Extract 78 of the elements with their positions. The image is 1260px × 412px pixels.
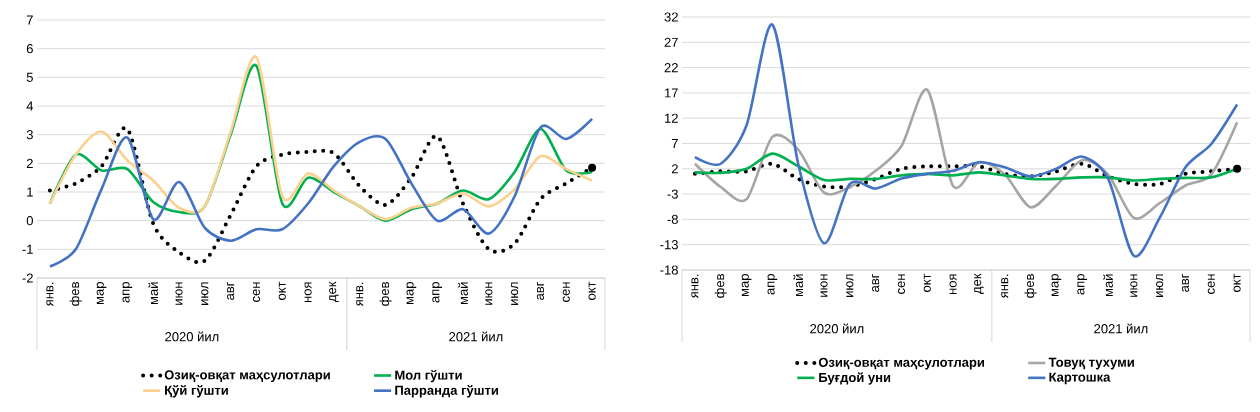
legend-label: Парранда гўшти — [395, 385, 498, 398]
legend-label: Мол гўшти — [395, 369, 462, 383]
x-tick-label: мар — [96, 282, 107, 305]
x-tick-label: авг — [872, 273, 880, 292]
x-tick-label: май — [458, 282, 468, 305]
x-tick-label: май — [793, 274, 804, 297]
x-tick-label: май — [148, 282, 159, 305]
x-tick-label: авг — [1181, 273, 1190, 292]
x-tick-label: июн — [820, 274, 828, 297]
y-tick-label: 32 — [664, 12, 678, 22]
x-tick-label: окт — [278, 281, 286, 300]
x-tick-label: мар — [1051, 274, 1062, 297]
x-tick-label: апр — [432, 282, 443, 303]
x-tick-label: июл — [511, 282, 519, 305]
x-tick-label: окт — [588, 281, 596, 300]
x-tick-label: фев — [69, 282, 82, 306]
x-tick-label: июн — [1130, 274, 1138, 297]
legend-label: Буғдой уни — [819, 372, 891, 385]
y-tick-label: -13 — [660, 240, 678, 250]
y-tick-label: 2 — [671, 164, 678, 174]
x-tick-label: сен — [562, 282, 570, 302]
legend-label: Товуқ тухуми — [1048, 357, 1134, 370]
x-tick-label: окт — [1233, 273, 1241, 292]
y-tick-label: 7 — [26, 15, 33, 25]
x-tick-label: июл — [846, 274, 854, 297]
y-tick-label: -18 — [660, 265, 678, 275]
x-tick-label: фев — [379, 282, 392, 306]
y-tick-label: -1 — [22, 244, 33, 254]
y-tick-label: 2 — [26, 158, 33, 168]
x-tick-label: авг — [227, 281, 235, 300]
x-tick-label: фев — [714, 274, 727, 298]
x-tick-label: ноя — [949, 274, 957, 295]
x-tick-label: июн — [485, 282, 493, 305]
y-tick-label: 22 — [664, 63, 678, 73]
legend-label: Картошка — [1049, 372, 1111, 385]
x-tick-label: июл — [1156, 274, 1164, 297]
y-tick-label: -3 — [667, 189, 678, 199]
x-tick-label: апр — [767, 274, 778, 295]
x-tick-label: дек — [329, 281, 339, 302]
legend-label: Озиқ-овқат маҳсулотлари — [164, 370, 330, 382]
text: 2020 йил — [810, 323, 864, 334]
y-tick-label: 1 — [27, 187, 33, 197]
text: 2020 йил — [165, 331, 219, 342]
y-tick-label: -2 — [22, 273, 33, 283]
legend-label: Озиқ-овқат маҳсулотлари — [818, 357, 984, 370]
x-tick-label: июл — [201, 282, 209, 305]
y-tick-label: 7 — [671, 139, 678, 148]
x-tick-label: окт — [923, 273, 931, 292]
x-tick-label: янв. — [356, 282, 364, 307]
y-tick-label: 12 — [665, 113, 678, 123]
y-tick-label: 4 — [26, 101, 34, 111]
x-tick-label: дек — [974, 273, 984, 294]
text: 2021 йил — [449, 331, 503, 342]
x-tick-label: янв. — [691, 274, 699, 299]
x-tick-label: фев — [1024, 274, 1037, 298]
x-tick-label: сен — [252, 282, 261, 302]
x-tick-label: авг — [536, 281, 545, 300]
x-tick-label: июн — [175, 282, 183, 305]
y-tick-label: 3 — [26, 130, 33, 140]
y-tick-label: 5 — [26, 72, 33, 82]
x-tick-label: янв. — [1001, 274, 1009, 299]
x-tick-label: мар — [406, 282, 417, 305]
x-tick-label: апр — [122, 282, 133, 303]
x-tick-label: ноя — [304, 282, 312, 303]
x-tick-label: янв. — [46, 282, 54, 307]
text: 2021 йил — [1094, 323, 1148, 334]
y-tick-label: 6 — [26, 44, 33, 54]
legend-label: Қўй гўшти — [165, 385, 228, 398]
line-series — [693, 23, 1239, 258]
x-tick-label: май — [1103, 274, 1113, 297]
x-tick-label: мар — [741, 274, 752, 297]
y-tick-label: 27 — [664, 37, 678, 47]
y-tick-label: 0 — [26, 216, 33, 226]
x-tick-label: сен — [1207, 274, 1215, 294]
y-tick-label: 17 — [665, 88, 678, 98]
x-tick-label: сен — [897, 274, 906, 294]
x-tick-label: апр — [1077, 274, 1088, 295]
y-tick-label: -8 — [667, 214, 678, 224]
